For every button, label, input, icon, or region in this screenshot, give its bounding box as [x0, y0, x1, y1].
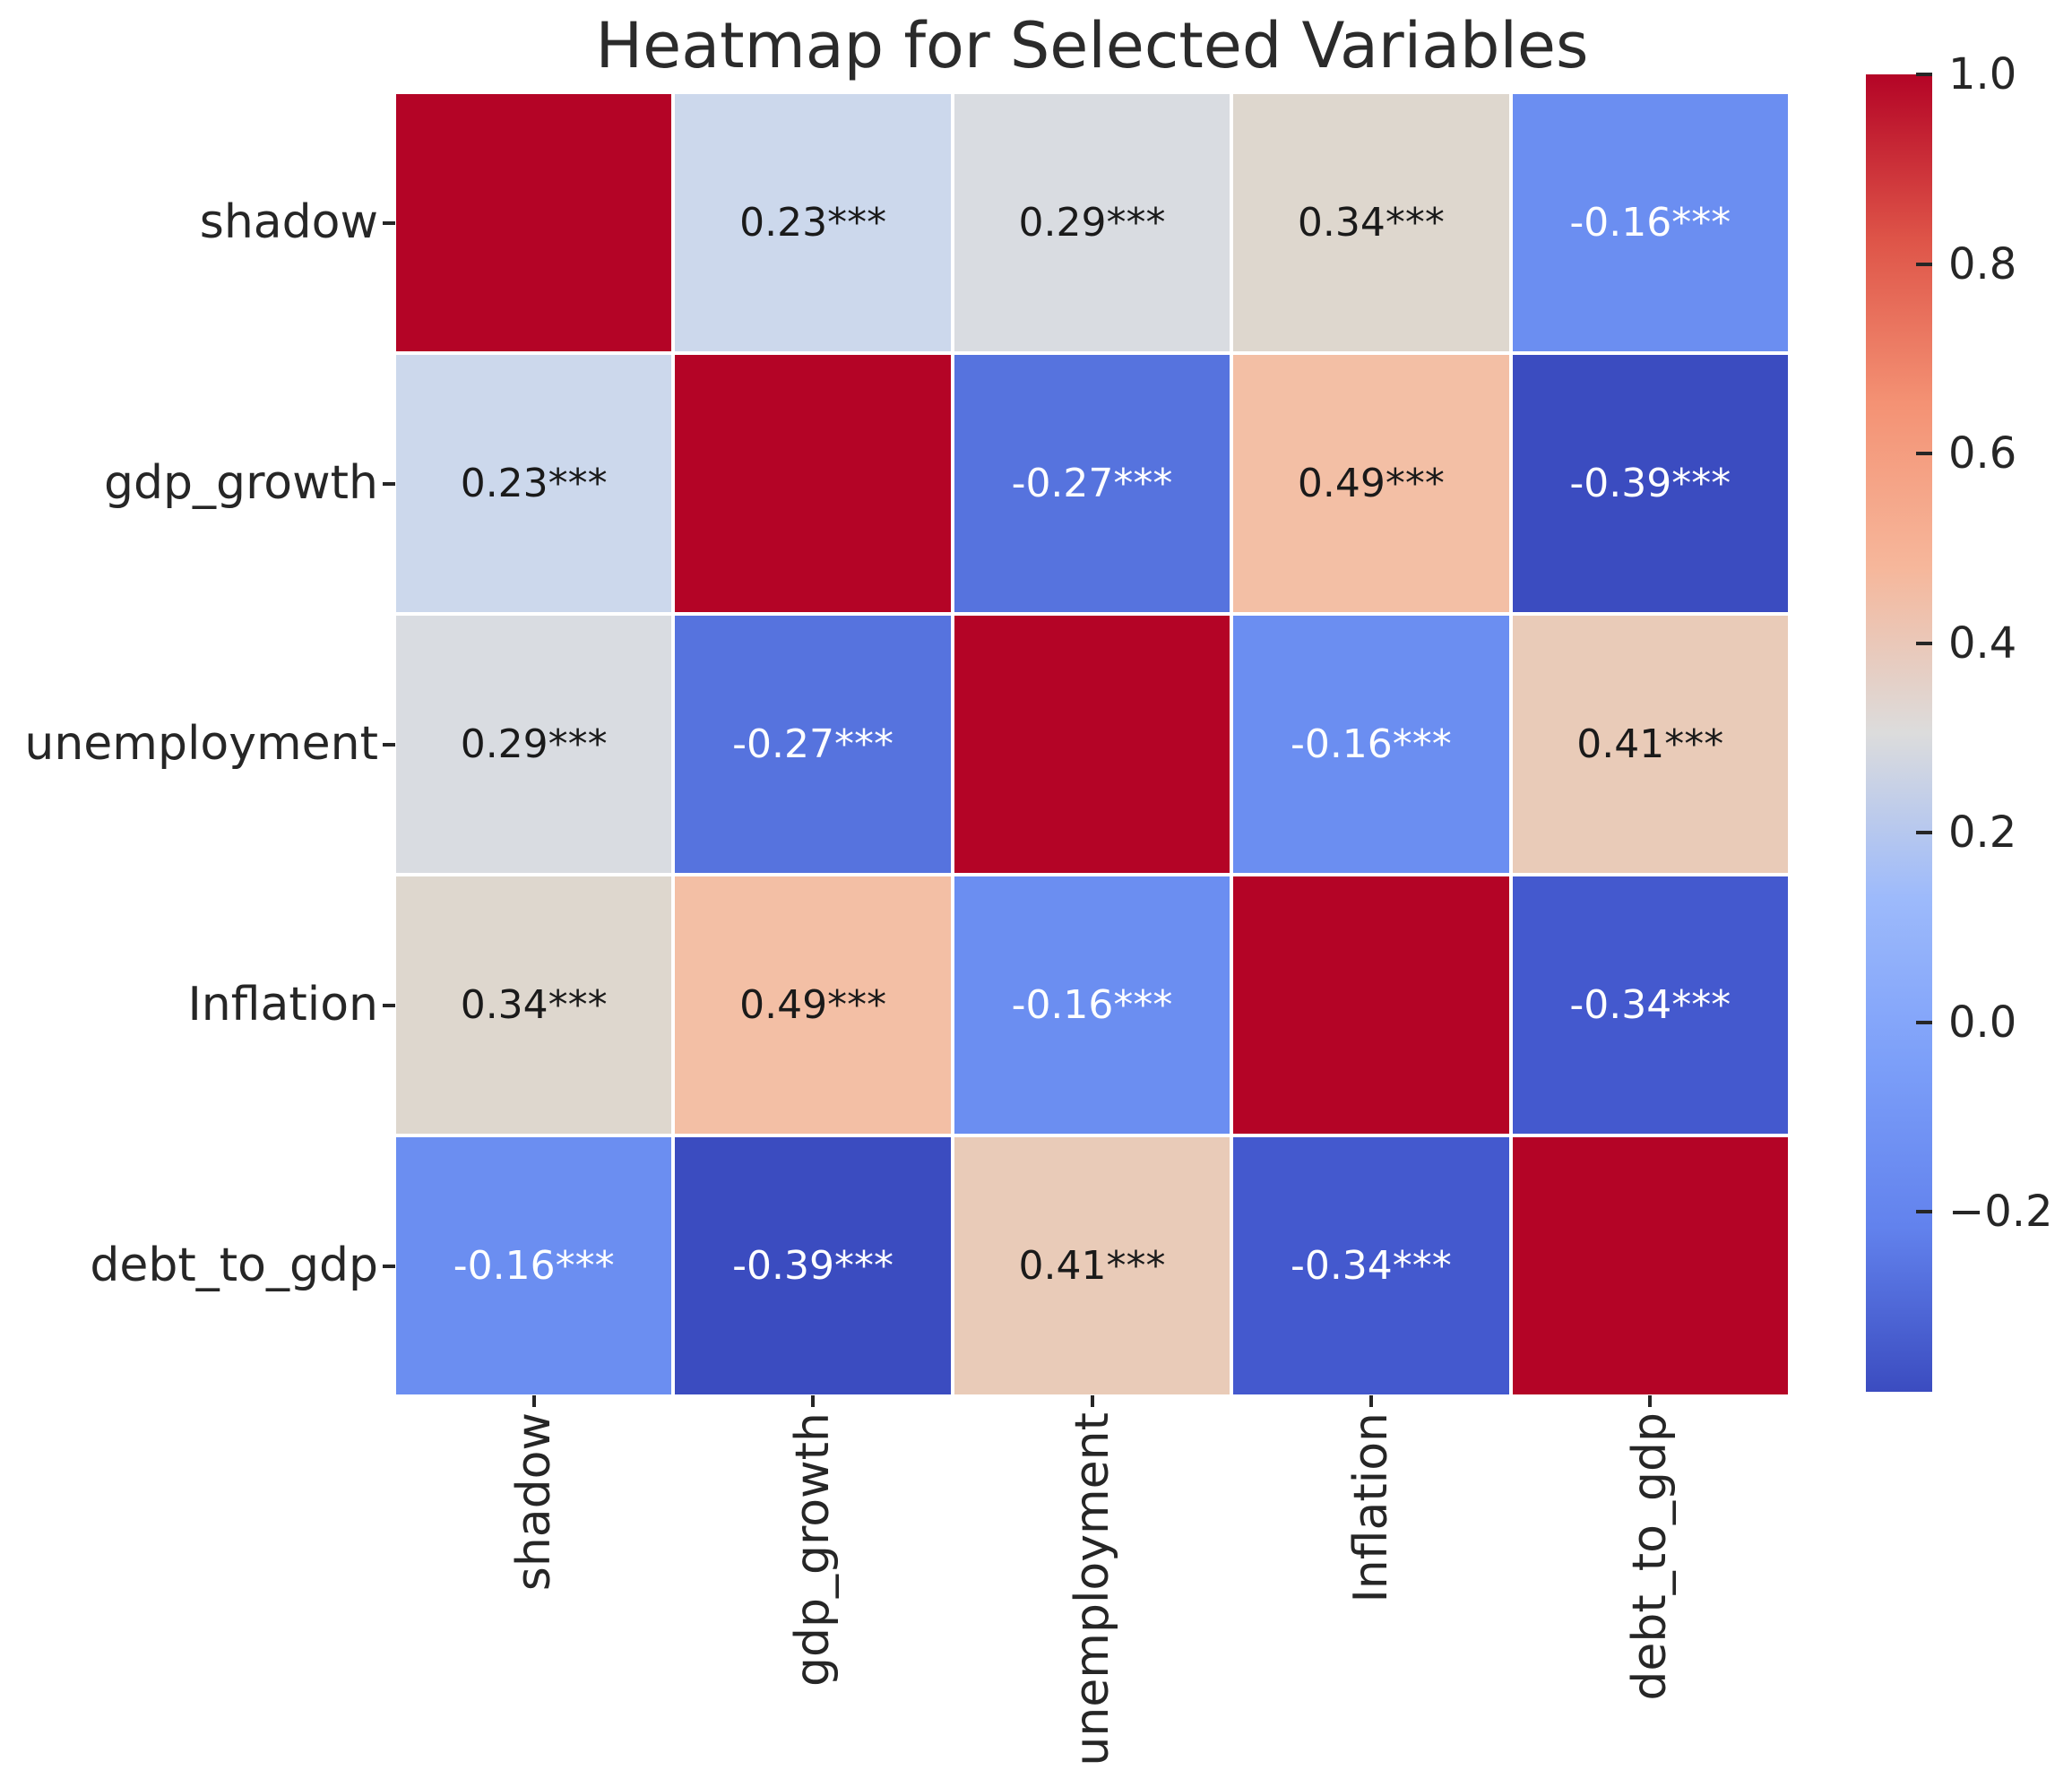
heatmap-cell: [954, 616, 1230, 873]
heatmap-cell: 0.49***: [675, 876, 951, 1134]
colorbar-tick-mark: [1916, 641, 1932, 645]
heatmap-cell: 0.41***: [1512, 616, 1788, 873]
cell-value-label: 0.23***: [739, 200, 887, 246]
cell-value-label: -0.39***: [732, 1243, 894, 1289]
cell-value-label: -0.34***: [1569, 982, 1731, 1028]
heatmap-cell: 0.41***: [954, 1137, 1230, 1394]
cell-value-label: 0.34***: [460, 982, 608, 1028]
y-axis-label: Inflation: [187, 977, 378, 1032]
colorbar-tick-mark: [1916, 73, 1932, 76]
heatmap-cell: -0.16***: [1233, 616, 1509, 873]
x-axis-label: debt_to_gdp: [1623, 1412, 1678, 1701]
y-axis-label: unemployment: [24, 716, 378, 771]
y-tick-mark: [383, 481, 395, 486]
x-axis-label: shadow: [506, 1412, 561, 1592]
cell-value-label: -0.16***: [1290, 721, 1452, 767]
y-tick-mark: [383, 742, 395, 747]
colorbar-tick-mark: [1916, 1020, 1932, 1024]
heatmap-cell: 0.29***: [954, 94, 1230, 351]
x-axis-label: unemployment: [1065, 1412, 1119, 1766]
heatmap-cell: -0.27***: [954, 355, 1230, 612]
cell-value-label: -0.16***: [1011, 982, 1173, 1028]
cell-value-label: 0.29***: [460, 721, 608, 767]
cell-value-label: 0.23***: [460, 461, 608, 506]
x-tick-mark: [1368, 1395, 1373, 1407]
cell-value-label: -0.16***: [453, 1243, 615, 1289]
cell-value-label: 0.34***: [1297, 200, 1445, 246]
x-tick-mark: [1648, 1395, 1653, 1407]
colorbar-tick-label: 0.6: [1948, 428, 2017, 479]
x-axis-label: gdp_growth: [786, 1412, 841, 1687]
colorbar-tick-label: 0.0: [1948, 997, 2017, 1048]
x-tick-mark: [1090, 1395, 1094, 1407]
y-tick-mark: [383, 1264, 395, 1268]
colorbar-tick-mark: [1916, 831, 1932, 835]
cell-value-label: 0.41***: [1018, 1243, 1166, 1289]
cell-value-label: 0.29***: [1018, 200, 1166, 246]
cell-value-label: 0.41***: [1576, 721, 1724, 767]
heatmap-cell: -0.16***: [954, 876, 1230, 1134]
y-axis-label: shadow: [199, 194, 378, 249]
colorbar-tick-label: 1.0: [1948, 49, 2017, 99]
cell-value-label: -0.27***: [1011, 461, 1173, 506]
colorbar-tick-mark: [1916, 1210, 1932, 1214]
heatmap-cell: 0.29***: [396, 616, 672, 873]
x-tick-mark: [811, 1395, 816, 1407]
heatmap-cell: [1233, 876, 1509, 1134]
heatmap-cell: [396, 94, 672, 351]
heatmap-cell: -0.27***: [675, 616, 951, 873]
x-tick-mark: [531, 1395, 536, 1407]
y-axis-label: gdp_growth: [104, 455, 378, 510]
heatmap-cell: [1512, 1137, 1788, 1394]
heatmap-cell: 0.49***: [1233, 355, 1509, 612]
heatmap-cell: -0.16***: [396, 1137, 672, 1394]
cell-value-label: 0.49***: [1297, 461, 1445, 506]
cell-value-label: -0.34***: [1290, 1243, 1452, 1289]
heatmap-cell: -0.39***: [675, 1137, 951, 1394]
y-tick-mark: [383, 1003, 395, 1007]
heatmap-cell: 0.34***: [396, 876, 672, 1134]
heatmap-cell: -0.34***: [1512, 876, 1788, 1134]
cell-value-label: 0.49***: [739, 982, 887, 1028]
colorbar-tick-mark: [1916, 452, 1932, 456]
colorbar: [1866, 74, 1932, 1392]
colorbar-tick-label: −0.2: [1948, 1187, 2053, 1238]
colorbar-tick-mark: [1916, 262, 1932, 266]
cell-value-label: -0.39***: [1569, 461, 1731, 506]
heatmap-cell: 0.34***: [1233, 94, 1509, 351]
heatmap-cell: -0.34***: [1233, 1137, 1509, 1394]
colorbar-tick-label: 0.4: [1948, 617, 2017, 669]
heatmap-cell: [675, 355, 951, 612]
y-tick-mark: [383, 220, 395, 225]
x-axis-label: Inflation: [1343, 1412, 1398, 1603]
heatmap-cell: 0.23***: [396, 355, 672, 612]
heatmap-cell: 0.23***: [675, 94, 951, 351]
heatmap-grid: 0.23*** 0.29*** 0.34*** -0.16*** 0.23*** -0.2…: [396, 94, 1788, 1394]
colorbar-tick-label: 0.2: [1948, 807, 2017, 859]
y-axis-label: debt_to_gdp: [90, 1238, 378, 1292]
heatmap-cell: -0.16***: [1512, 94, 1788, 351]
chart-title: Heatmap for Selected Variables: [595, 9, 1589, 82]
colorbar-tick-label: 0.8: [1948, 238, 2017, 289]
cell-value-label: -0.16***: [1569, 200, 1731, 246]
heatmap-cell: -0.39***: [1512, 355, 1788, 612]
cell-value-label: -0.27***: [732, 721, 894, 767]
